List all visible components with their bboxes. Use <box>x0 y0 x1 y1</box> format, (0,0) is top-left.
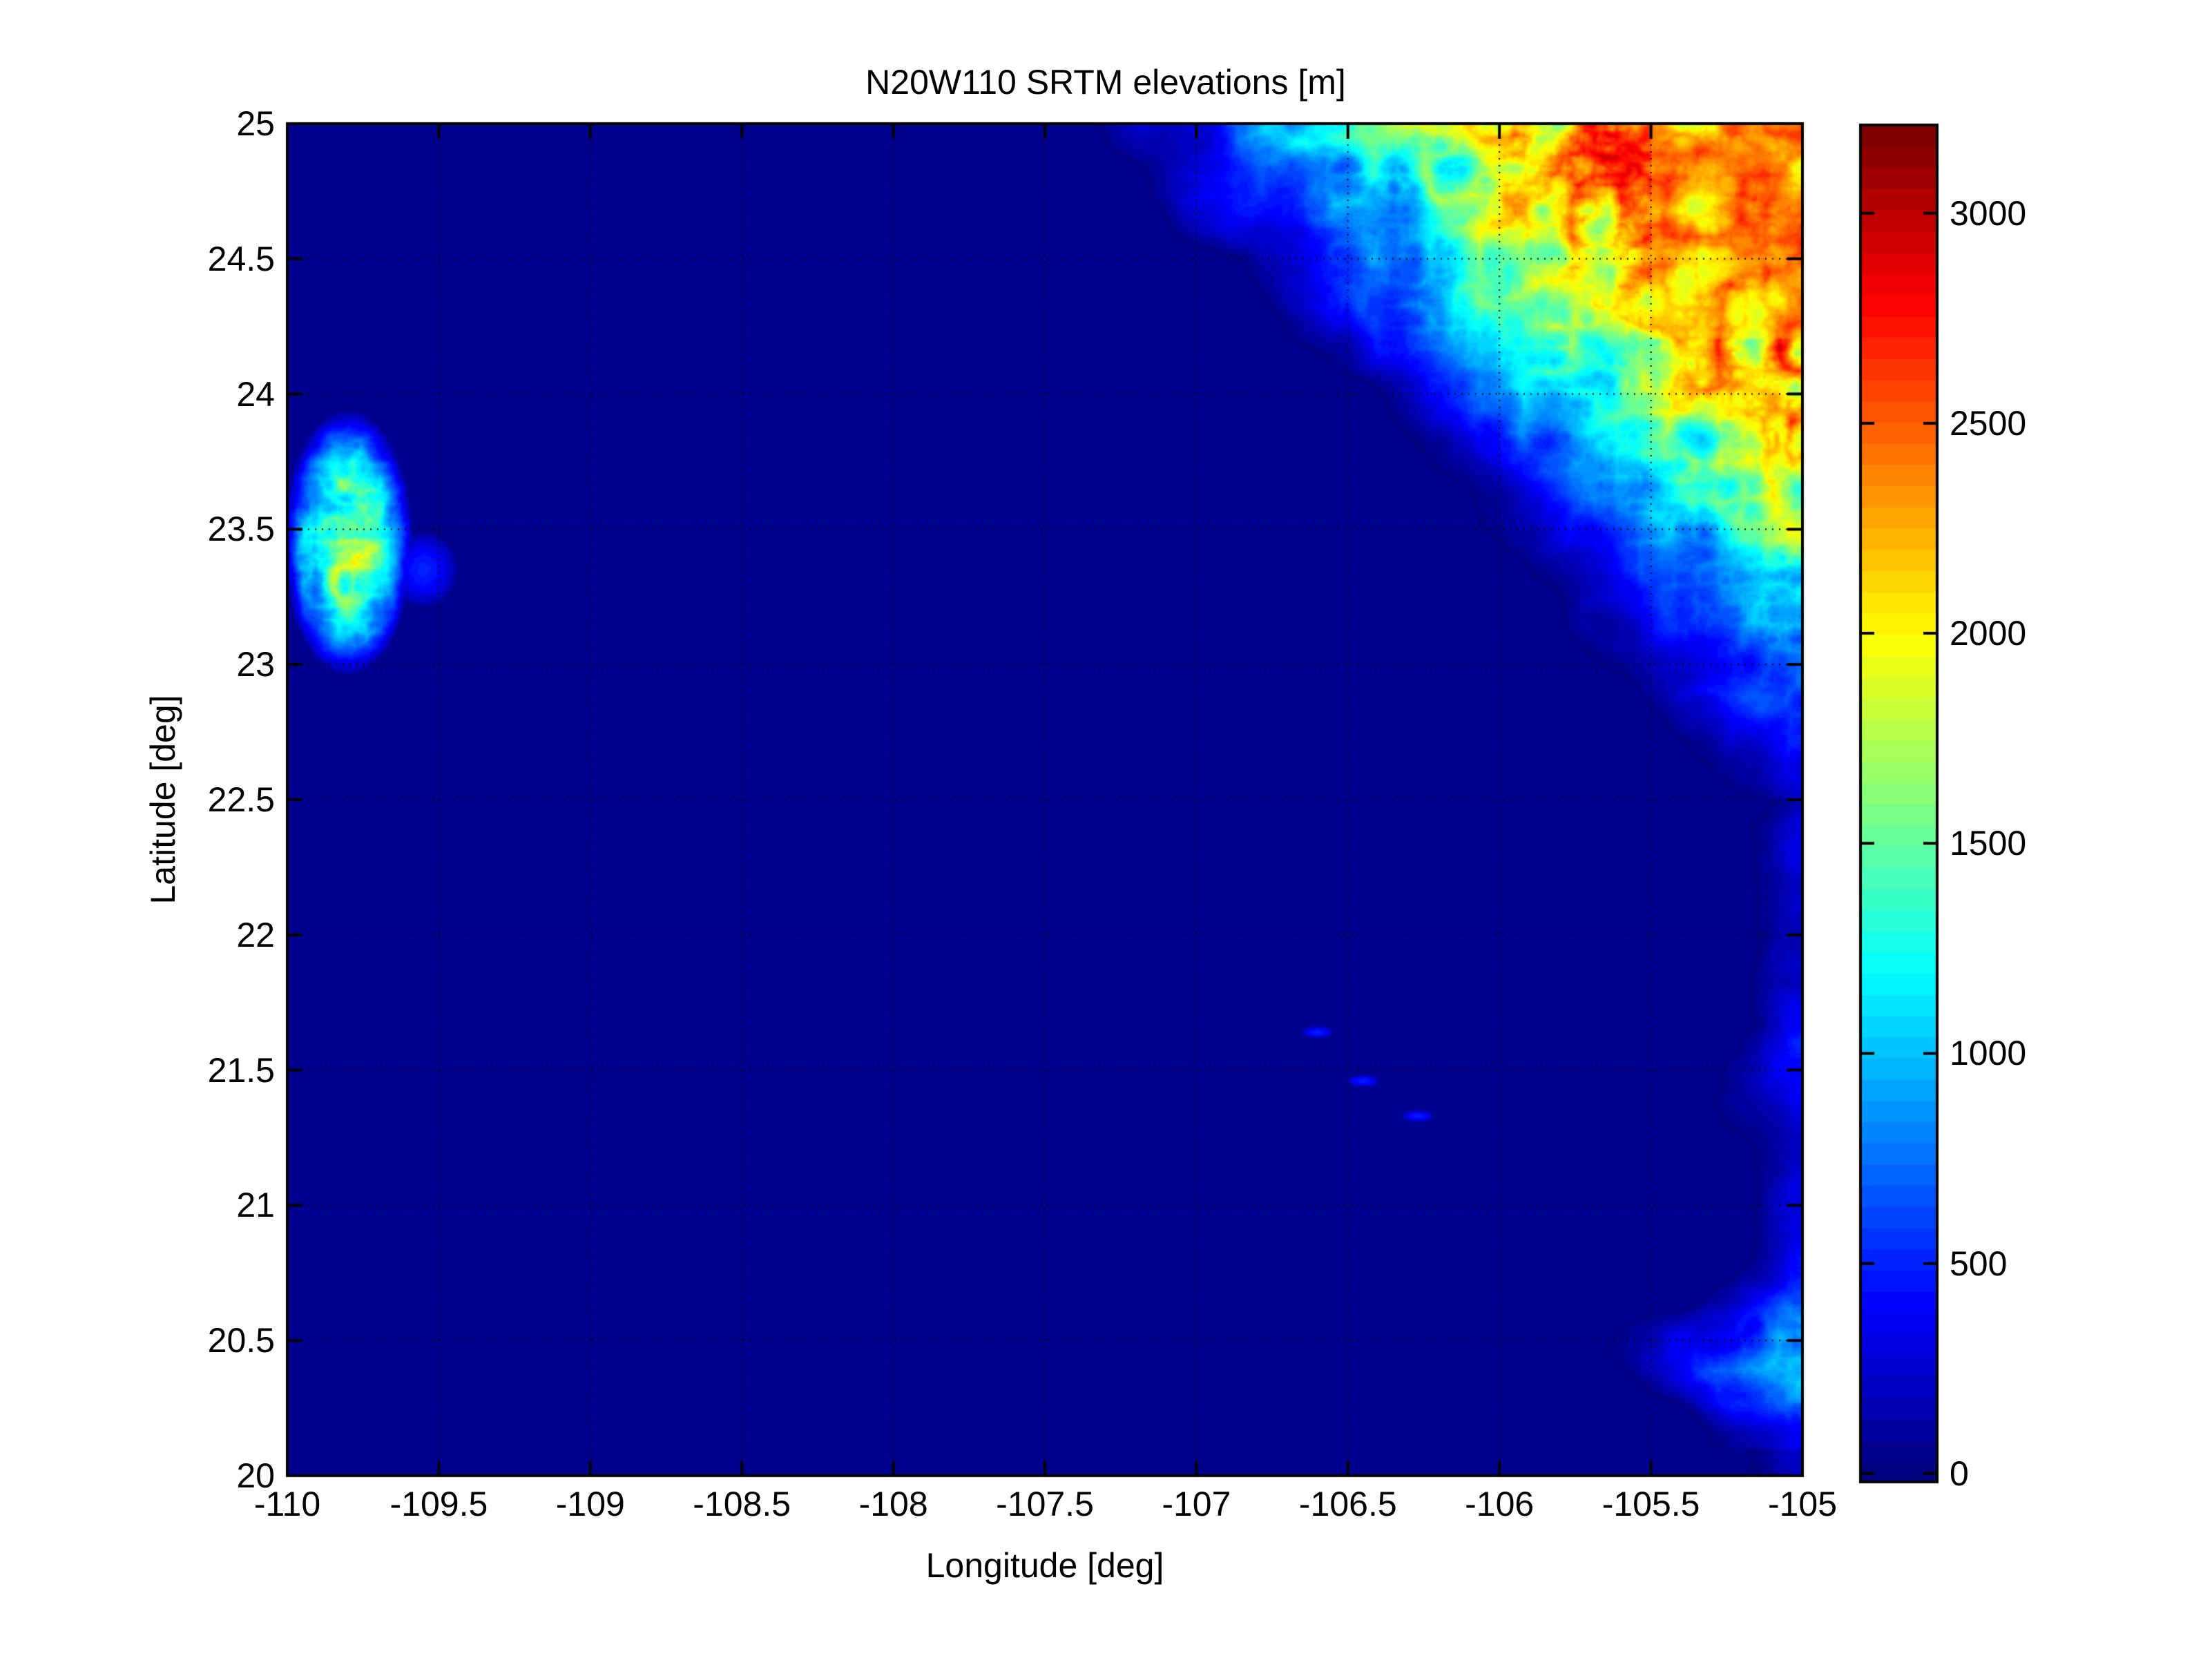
x-tick-label: -106 <box>1465 1485 1535 1523</box>
y-axis-label: Latitude [deg] <box>144 695 182 905</box>
x-tick-label: -108.5 <box>693 1485 791 1523</box>
x-axis-label: Longitude [deg] <box>925 1546 1164 1585</box>
colorbar-tick-label: 1000 <box>1950 1034 2027 1073</box>
x-tick-label: -107 <box>1162 1485 1231 1523</box>
y-tick-label: 20 <box>236 1456 275 1495</box>
x-tick-label: -109 <box>555 1485 625 1523</box>
y-tick-label: 22 <box>236 915 275 954</box>
colorbar-tick-label: 2000 <box>1950 614 2027 653</box>
x-tick-label: -110 <box>253 1485 321 1523</box>
x-tick-label: -109.5 <box>389 1485 488 1523</box>
y-tick-label: 24.5 <box>207 239 275 278</box>
x-tick-label: -105.5 <box>1602 1485 1700 1523</box>
x-tick-label: -108 <box>858 1485 928 1523</box>
y-tick-label: 24 <box>236 374 275 414</box>
colorbar-tick-label: 2500 <box>1950 403 2027 443</box>
y-tick-label: 21.5 <box>207 1050 275 1090</box>
colorbar-tick-label: 500 <box>1950 1244 2008 1283</box>
colorbar-tick-label: 3000 <box>1950 193 2027 233</box>
y-tick-label: 22.5 <box>207 780 275 819</box>
chart-title: N20W110 SRTM elevations [m] <box>865 63 1346 102</box>
colorbar-tick-label: 1500 <box>1950 824 2027 863</box>
y-tick-label: 20.5 <box>207 1321 275 1360</box>
y-tick-label: 21 <box>236 1186 275 1225</box>
y-tick-label: 25 <box>236 104 275 143</box>
x-tick-label: -107.5 <box>996 1485 1094 1523</box>
colorbar-tick-label: 0 <box>1950 1454 1969 1493</box>
x-tick-label: -106.5 <box>1298 1485 1397 1523</box>
y-tick-label: 23 <box>236 645 275 684</box>
x-tick-label: -105 <box>1767 1485 1838 1523</box>
y-tick-label: 23.5 <box>207 510 275 549</box>
